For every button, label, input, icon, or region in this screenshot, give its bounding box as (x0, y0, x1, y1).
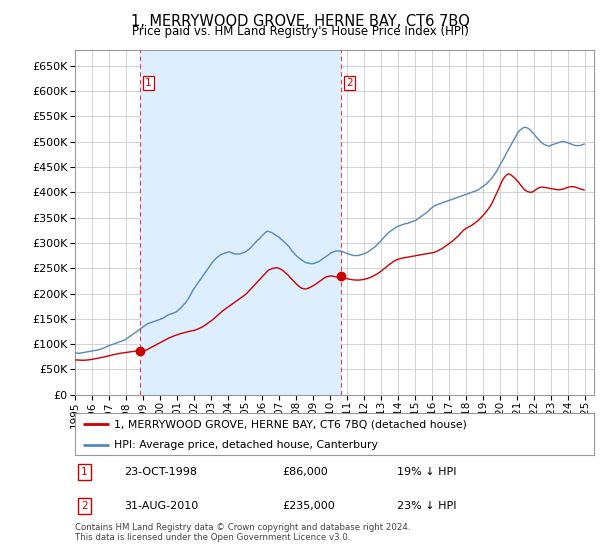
Text: 1: 1 (145, 78, 152, 88)
Text: Contains HM Land Registry data © Crown copyright and database right 2024.
This d: Contains HM Land Registry data © Crown c… (75, 523, 410, 543)
Text: 23% ↓ HPI: 23% ↓ HPI (397, 501, 456, 511)
Text: 1, MERRYWOOD GROVE, HERNE BAY, CT6 7BQ (detached house): 1, MERRYWOOD GROVE, HERNE BAY, CT6 7BQ (… (114, 419, 467, 430)
Text: 23-OCT-1998: 23-OCT-1998 (124, 468, 197, 477)
Text: £235,000: £235,000 (283, 501, 335, 511)
Text: Price paid vs. HM Land Registry's House Price Index (HPI): Price paid vs. HM Land Registry's House … (131, 25, 469, 38)
Text: HPI: Average price, detached house, Canterbury: HPI: Average price, detached house, Cant… (114, 441, 378, 450)
Text: £86,000: £86,000 (283, 468, 328, 477)
Text: 1, MERRYWOOD GROVE, HERNE BAY, CT6 7BQ: 1, MERRYWOOD GROVE, HERNE BAY, CT6 7BQ (131, 14, 469, 29)
Text: 31-AUG-2010: 31-AUG-2010 (124, 501, 199, 511)
Text: 1: 1 (81, 468, 88, 477)
Bar (140, 50, 341, 395)
Text: 19% ↓ HPI: 19% ↓ HPI (397, 468, 456, 477)
Text: 2: 2 (347, 78, 353, 88)
Text: 2: 2 (81, 501, 88, 511)
